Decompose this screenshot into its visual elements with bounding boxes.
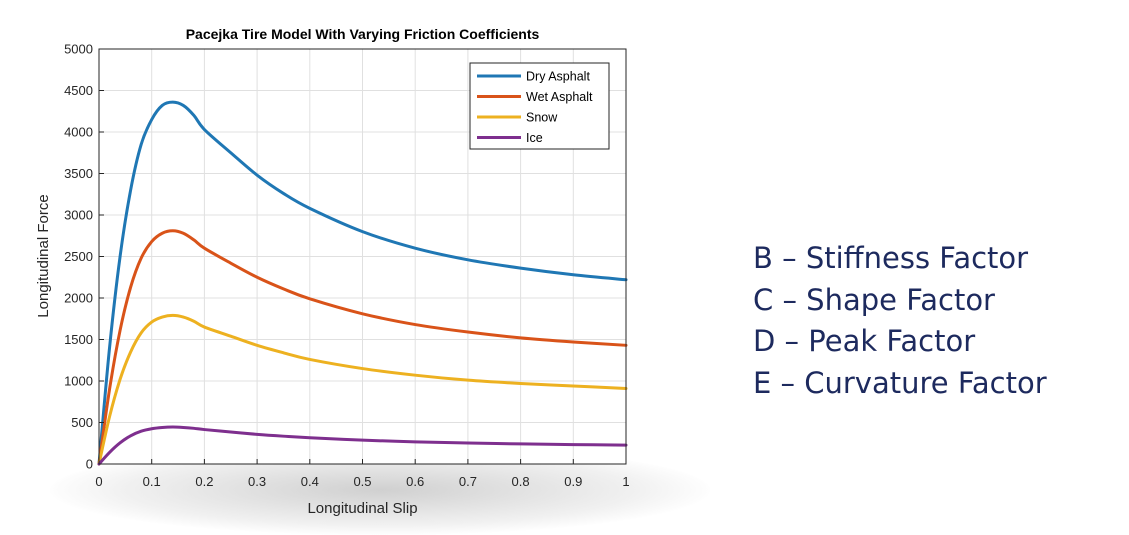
factor-e: E – Curvature Factor [753, 365, 1047, 400]
series-lines [97, 100, 628, 466]
y-tick-label: 500 [71, 415, 93, 430]
x-tick-label: 0.5 [353, 474, 371, 489]
series-line-dry-asphalt [97, 100, 628, 466]
x-tick-label: 1 [622, 474, 629, 489]
series-line-ice [97, 425, 628, 466]
x-tick-label: 0.3 [248, 474, 266, 489]
y-tick-label: 5000 [64, 42, 93, 57]
y-tick-label: 2500 [64, 249, 93, 264]
axis-ticks: 0 0.1 0.2 0.3 0.4 0.5 0.6 0.7 0.8 0.9 1 0 500 1000 150… [64, 42, 630, 490]
y-tick-label: 4000 [64, 125, 93, 140]
x-tick-label: 0.1 [143, 474, 161, 489]
y-tick-label: 2000 [64, 291, 93, 306]
factor-c: C – Shape Factor [753, 282, 995, 317]
x-tick-label: 0 [95, 474, 102, 489]
x-tick-label: 0.9 [564, 474, 582, 489]
legend: Dry Asphalt Wet Asphalt Snow Ice [469, 62, 610, 150]
y-axis-label: Longitudinal Force [35, 194, 52, 317]
pacejka-chart: 0 0.1 0.2 0.3 0.4 0.5 0.6 0.7 0.8 0.9 1 0 500 1000 150… [35, 26, 630, 517]
y-tick-label: 1500 [64, 332, 93, 347]
x-tick-label: 0.7 [459, 474, 477, 489]
y-tick-label: 3500 [64, 166, 93, 181]
pacejka-factors-list: B – Stiffness Factor C – Shape Factor D … [753, 238, 1047, 404]
x-tick-label: 0.8 [512, 474, 530, 489]
series-line-wet-asphalt [97, 229, 628, 466]
legend-label-snow: Snow [526, 111, 558, 125]
x-axis-label: Longitudinal Slip [307, 500, 417, 517]
y-tick-label: 3000 [64, 208, 93, 223]
factor-b: B – Stiffness Factor [753, 241, 1029, 275]
x-tick-label: 0.2 [195, 474, 213, 489]
y-tick-label: 0 [86, 457, 93, 472]
x-tick-label: 0.6 [406, 474, 424, 489]
legend-label-dry-asphalt: Dry Asphalt [526, 70, 590, 84]
series-line-snow [97, 313, 628, 466]
y-tick-label: 1000 [64, 374, 93, 389]
factor-d: D – Peak Factor [753, 324, 976, 358]
chart-title: Pacejka Tire Model With Varying Friction… [186, 26, 540, 42]
legend-label-ice: Ice [526, 131, 543, 145]
y-tick-label: 4500 [64, 83, 93, 98]
x-tick-label: 0.4 [301, 474, 319, 489]
legend-label-wet-asphalt: Wet Asphalt [526, 90, 593, 104]
